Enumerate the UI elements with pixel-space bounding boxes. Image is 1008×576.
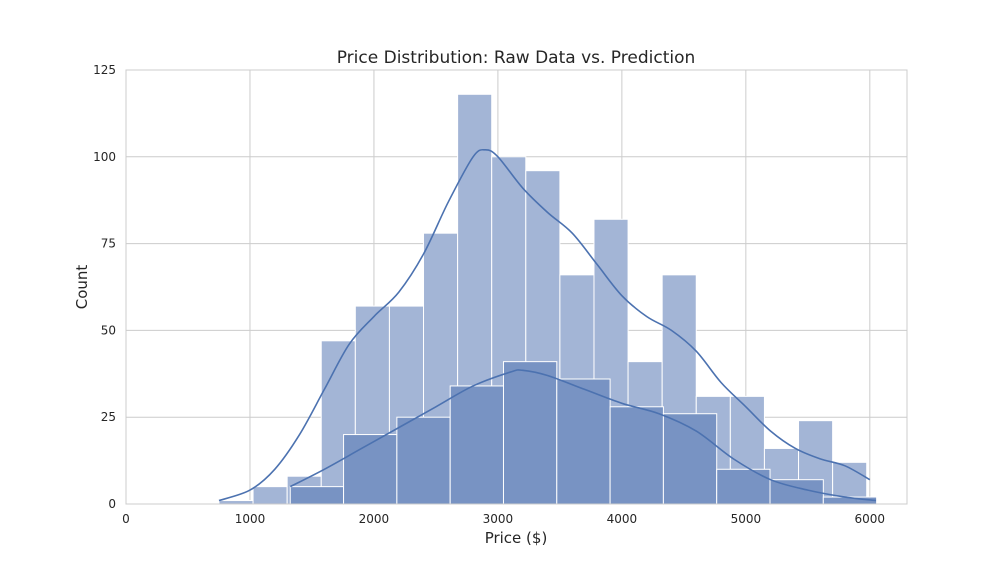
x-tick-labels: 0 1000 2000 3000 4000 5000 6000	[122, 512, 885, 526]
prediction-bar	[502, 361, 558, 505]
y-tick-label: 100	[93, 150, 116, 164]
x-tick-label: 3000	[483, 512, 514, 526]
prediction-bar	[343, 434, 398, 505]
y-tick-label: 125	[93, 63, 116, 77]
y-tick-label: 50	[101, 323, 116, 337]
x-tick-label: 0	[122, 512, 130, 526]
raw-kde-line	[218, 148, 871, 502]
x-tick-label: 4000	[607, 512, 638, 526]
x-tick-label: 6000	[855, 512, 886, 526]
x-axis-label: Price ($)	[485, 529, 548, 547]
prediction-bars	[289, 361, 878, 505]
prediction-bar	[449, 385, 504, 505]
y-tick-label: 25	[101, 410, 116, 424]
y-tick-labels: 0 25 50 75 100 125	[93, 63, 116, 511]
plot-frame	[125, 69, 908, 505]
prediction-bar	[716, 468, 771, 505]
raw-bar	[252, 486, 288, 505]
x-tick-label: 1000	[235, 512, 266, 526]
prediction-bar	[556, 378, 611, 505]
y-axis-label: Count	[73, 265, 91, 310]
prediction-bar	[289, 486, 345, 505]
prediction-bar	[609, 406, 664, 505]
x-tick-label: 2000	[359, 512, 390, 526]
kde-lines	[218, 148, 877, 502]
prediction-bar	[396, 416, 451, 505]
y-tick-label: 0	[108, 497, 116, 511]
x-tick-label: 5000	[731, 512, 762, 526]
prediction-kde-line	[289, 369, 877, 502]
chart-title: Price Distribution: Raw Data vs. Predict…	[337, 48, 696, 68]
y-tick-label: 75	[101, 237, 116, 251]
raw-bar	[218, 500, 254, 505]
prediction-bar	[662, 413, 718, 505]
